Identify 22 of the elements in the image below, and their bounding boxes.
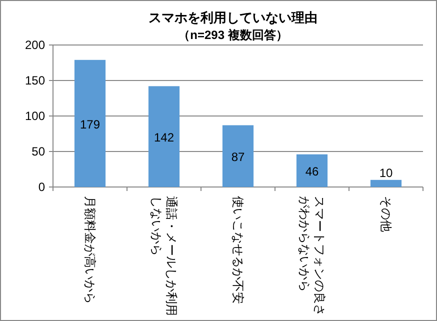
data-label: 10	[379, 166, 393, 180]
y-tick-label: 50	[32, 144, 46, 158]
data-label: 179	[80, 117, 100, 132]
y-tick-label: 0	[38, 180, 46, 194]
bar	[296, 154, 328, 187]
bar	[74, 60, 106, 187]
data-label: 142	[154, 130, 174, 145]
y-tick-label: 150	[24, 74, 46, 88]
data-label: 46	[305, 164, 319, 179]
chart-title: スマホを利用していない理由	[148, 10, 318, 25]
chart-subtitle: （n=293 複数回答）	[178, 28, 288, 42]
y-tick-label: 200	[24, 38, 46, 52]
x-tick-label: 通話・メールしか利用しないから	[150, 196, 178, 316]
bar	[148, 86, 180, 187]
x-tick-label: その他	[379, 196, 393, 232]
x-tick-label: 月額料金が高いから	[83, 196, 97, 304]
bar	[370, 180, 402, 187]
x-tick-label: スマートフォンの良さがわからないから	[298, 196, 326, 316]
data-label: 87	[231, 150, 245, 164]
x-tick-label: 使いこなせるか不安	[231, 196, 245, 304]
bar	[222, 125, 254, 187]
y-tick-label: 100	[24, 109, 46, 123]
